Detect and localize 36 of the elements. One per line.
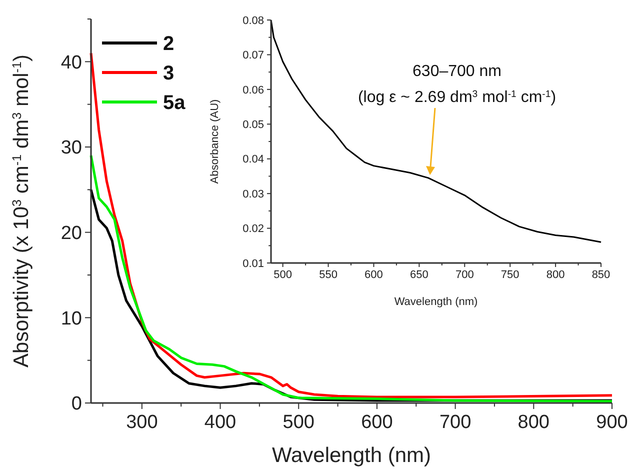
x-tick-label: 500 <box>282 412 314 433</box>
x-tick-label: 850 <box>592 269 610 281</box>
y-tick-label: 40 <box>60 52 82 74</box>
x-tick-label: 900 <box>596 412 628 433</box>
y-tick-label: 20 <box>60 222 82 244</box>
legend-label: 3 <box>163 62 174 84</box>
y-axis-title: Absorbance (AU) <box>209 99 221 184</box>
x-tick-label: 300 <box>126 412 158 433</box>
y-tick-label: 0.03 <box>242 188 264 200</box>
x-tick-label: 750 <box>500 269 520 281</box>
x-tick-label: 800 <box>546 269 565 281</box>
y-tick-label: 0.06 <box>242 84 264 96</box>
x-tick-label: 700 <box>439 412 472 433</box>
x-tick-label: 600 <box>364 269 383 281</box>
line-series <box>90 52 614 398</box>
y-tick-label: 0.01 <box>242 258 264 270</box>
x-tick-label: 400 <box>204 412 236 433</box>
x-tick-label: 650 <box>410 269 428 281</box>
legend-label: 2 <box>163 33 174 55</box>
x-axis-title: Wavelength (nm) <box>394 296 478 308</box>
y-tick-label: 0 <box>71 394 82 415</box>
annotation: 630–700 nm (log ε ~ 2.69 dm$^{3}$ mol$^{-1}$ cm$^{-1}$) <box>358 63 556 106</box>
y-tick-label: 10 <box>60 308 82 330</box>
y-tick-label: 0.04 <box>242 154 264 166</box>
x-axis-title: Wavelength (nm) <box>272 444 432 467</box>
y-tick-label: 0.07 <box>242 50 264 62</box>
x-tick-label: 700 <box>455 269 474 281</box>
x-tick-label: 800 <box>518 412 550 433</box>
y-tick-label: 30 <box>60 138 82 159</box>
x-tick-label: 500 <box>274 269 292 281</box>
y-tick-label: 0.05 <box>242 118 264 131</box>
y-tick-label: 0.02 <box>242 223 264 236</box>
x-tick-label: 600 <box>361 412 393 433</box>
x-tick-label: 550 <box>319 269 338 281</box>
y-tick-label: 0.08 <box>242 14 264 27</box>
legend-label: 5a <box>163 92 186 114</box>
